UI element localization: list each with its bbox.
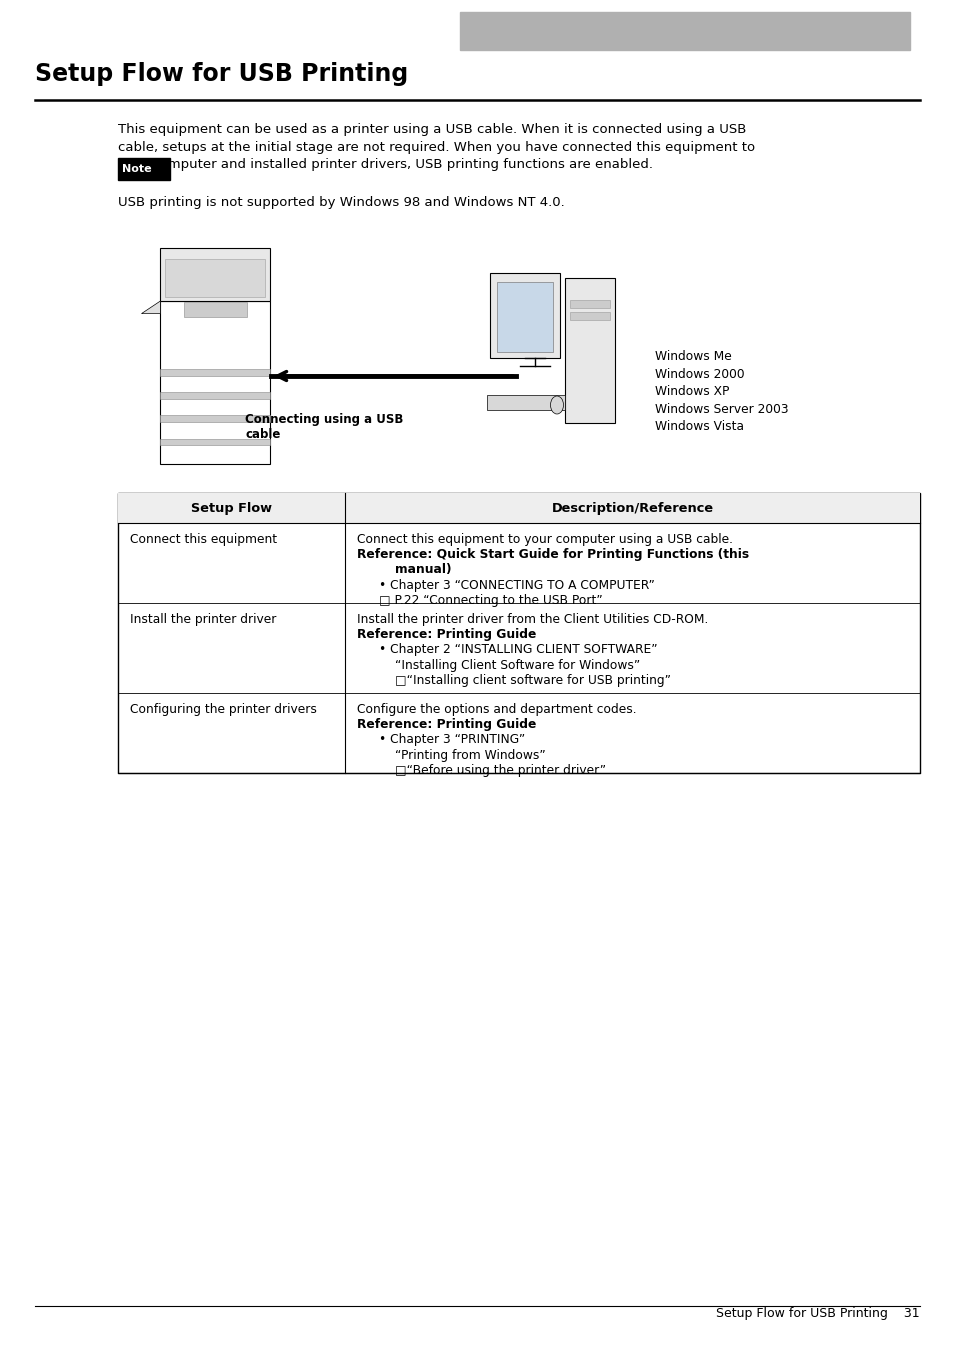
Text: • Chapter 3 “CONNECTING TO A COMPUTER”: • Chapter 3 “CONNECTING TO A COMPUTER” — [378, 578, 654, 592]
Text: Install the printer driver from the Client Utilities CD-ROM.: Install the printer driver from the Clie… — [356, 613, 708, 625]
Text: Windows XP: Windows XP — [655, 386, 729, 398]
Text: Setup Flow for USB Printing    31: Setup Flow for USB Printing 31 — [716, 1308, 919, 1320]
Text: Connect this equipment: Connect this equipment — [130, 532, 276, 546]
Bar — [160, 415, 270, 422]
Ellipse shape — [550, 396, 563, 414]
Text: This equipment can be used as a printer using a USB cable. When it is connected : This equipment can be used as a printer … — [118, 123, 745, 136]
Text: □“Before using the printer driver”: □“Before using the printer driver” — [395, 764, 605, 776]
Text: Setup Flow: Setup Flow — [191, 501, 272, 515]
Text: Install the printer driver: Install the printer driver — [130, 613, 276, 625]
Text: Windows 2000: Windows 2000 — [655, 368, 744, 380]
Bar — [564, 278, 615, 423]
Bar — [569, 311, 609, 319]
Bar — [160, 301, 270, 464]
Bar — [497, 282, 553, 352]
Bar — [118, 493, 919, 523]
Text: Configure the options and department codes.: Configure the options and department cod… — [356, 704, 636, 716]
Text: USB printing is not supported by Windows 98 and Windows NT 4.0.: USB printing is not supported by Windows… — [118, 195, 564, 209]
Text: • Chapter 2 “INSTALLING CLIENT SOFTWARE”: • Chapter 2 “INSTALLING CLIENT SOFTWARE” — [378, 643, 657, 656]
Text: Reference: Printing Guide: Reference: Printing Guide — [356, 718, 536, 731]
Polygon shape — [141, 301, 160, 314]
Bar — [569, 301, 609, 307]
Bar — [459, 12, 909, 50]
Bar — [160, 438, 270, 445]
Text: Reference: Printing Guide: Reference: Printing Guide — [356, 628, 536, 642]
Text: Reference: Quick Start Guide for Printing Functions (this: Reference: Quick Start Guide for Printin… — [356, 549, 748, 561]
Text: “Printing from Windows”: “Printing from Windows” — [395, 748, 545, 762]
Bar — [490, 274, 559, 359]
Text: “Installing Client Software for Windows”: “Installing Client Software for Windows” — [395, 659, 639, 671]
Text: □“Installing client software for USB printing”: □“Installing client software for USB pri… — [395, 674, 670, 686]
Bar — [165, 259, 265, 297]
Bar — [486, 395, 564, 410]
Bar — [160, 369, 270, 376]
Text: • Chapter 3 “PRINTING”: • Chapter 3 “PRINTING” — [378, 733, 525, 747]
Text: □ P.22 “Connecting to the USB Port”: □ P.22 “Connecting to the USB Port” — [378, 594, 602, 607]
Text: manual): manual) — [395, 563, 451, 577]
Text: Windows Vista: Windows Vista — [655, 421, 743, 433]
Text: Configuring the printer drivers: Configuring the printer drivers — [130, 704, 316, 716]
Text: Setup Flow for USB Printing: Setup Flow for USB Printing — [35, 62, 408, 86]
Text: Connect this equipment to your computer using a USB cable.: Connect this equipment to your computer … — [356, 532, 732, 546]
Text: cable, setups at the initial stage are not required. When you have connected thi: cable, setups at the initial stage are n… — [118, 140, 755, 154]
Bar — [118, 158, 170, 181]
Bar — [183, 302, 246, 317]
Text: Connecting using a USB
cable: Connecting using a USB cable — [245, 412, 403, 441]
Text: Note: Note — [122, 164, 152, 174]
Text: Description/Reference: Description/Reference — [551, 501, 713, 515]
Bar — [160, 392, 270, 399]
Text: Windows Me: Windows Me — [655, 350, 731, 363]
Text: Windows Server 2003: Windows Server 2003 — [655, 403, 788, 415]
Text: your computer and installed printer drivers, USB printing functions are enabled.: your computer and installed printer driv… — [118, 158, 652, 171]
Bar — [118, 493, 919, 772]
Bar — [160, 248, 270, 301]
